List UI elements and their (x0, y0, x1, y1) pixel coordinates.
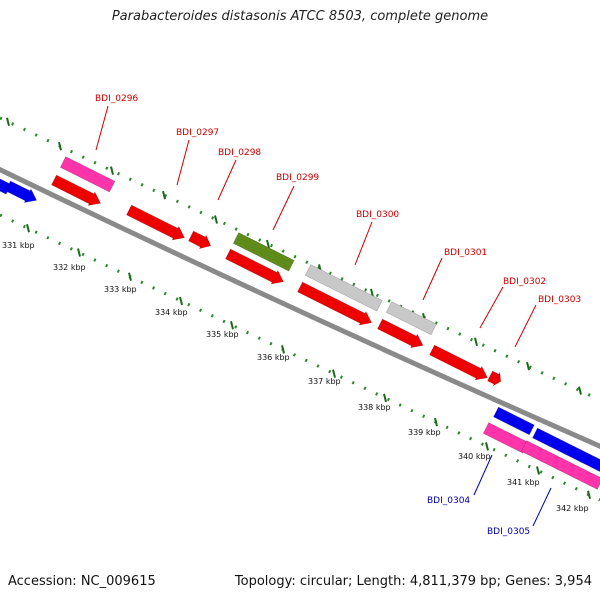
upper-major-tick (162, 190, 166, 200)
lower-major-tick (26, 224, 30, 233)
accession-label: Accession: NC_009615 (8, 574, 156, 589)
upper-major-tick (6, 117, 10, 127)
gene-blue-right-2 (532, 427, 600, 472)
kbp-label: 331 kbp (2, 241, 35, 250)
kbp-label: 334 kbp (155, 308, 188, 317)
gene-label-leader (95, 105, 109, 151)
gene-label-leader (422, 257, 443, 301)
lower-major-tick (77, 248, 81, 257)
lower-major-tick (485, 442, 489, 451)
gene-label: BDI_0298 (218, 148, 261, 158)
lower-major-tick (230, 320, 234, 330)
map-title: Parabacteroides distasonis ATCC 8503, co… (111, 9, 489, 24)
gene-bdi-0304-rrna (482, 422, 529, 454)
kbp-label: 339 kbp (408, 428, 441, 437)
gene-label-leader (532, 487, 552, 527)
gene-label: BDI_0296 (95, 94, 138, 104)
gene-red-2 (126, 204, 185, 241)
upper-major-tick (214, 215, 218, 224)
kbp-label: 342 kbp (556, 504, 589, 513)
kbp-label: 333 kbp (104, 285, 137, 294)
gene-red-4 (225, 248, 284, 285)
lower-major-tick (587, 490, 591, 500)
gene-label-leader (479, 286, 504, 329)
gene-label: BDI_0304 (427, 496, 470, 506)
gene-label: BDI_0301 (444, 248, 487, 258)
gene-red-6 (377, 318, 424, 349)
upper-major-tick (526, 361, 530, 371)
gene-label-leader (217, 159, 237, 201)
upper-major-tick (266, 239, 270, 249)
genome-summary: Topology: circular; Length: 4,811,379 bp… (234, 574, 592, 589)
upper-major-tick (110, 166, 114, 175)
lower-major-tick (383, 393, 387, 403)
kbp-label: 336 kbp (257, 353, 290, 362)
gene-red-3 (188, 230, 212, 250)
gene-blue-left-1 (0, 178, 12, 195)
lower-major-tick (281, 345, 285, 354)
lower-major-tick (179, 296, 183, 306)
gene-blue-right-1 (493, 406, 535, 436)
gene-bdi-0299-other (232, 232, 295, 272)
gene-label: BDI_0302 (503, 277, 546, 287)
upper-major-tick (58, 141, 62, 151)
upper-major-tick (474, 337, 478, 346)
gene-bdi-0305-rrna (520, 440, 600, 490)
gene-label: BDI_0297 (176, 128, 219, 138)
gene-red-7 (429, 344, 488, 381)
gene-label-leader (514, 304, 537, 348)
lower-major-tick (332, 369, 336, 378)
gene-label-leader (176, 139, 190, 186)
gene-label-leader (473, 454, 493, 496)
gene-bdi-0301-pseudo (385, 301, 437, 336)
kbp-label: 338 kbp (358, 403, 391, 412)
gene-label-leader (354, 221, 373, 266)
gene-label: BDI_0300 (356, 210, 399, 220)
gene-label: BDI_0303 (538, 295, 581, 305)
gene-red-8 (487, 370, 502, 387)
lower-major-tick (128, 272, 132, 281)
gene-label-leader (272, 185, 295, 231)
upper-major-tick (370, 288, 374, 298)
kbp-label: 340 kbp (458, 452, 491, 461)
lower-major-tick (536, 466, 540, 475)
gene-red-5 (297, 281, 372, 326)
kbp-label: 335 kbp (206, 330, 239, 339)
gene-bdi-0300-pseudo (304, 264, 383, 312)
kbp-label: 337 kbp (308, 377, 341, 386)
gene-label: BDI_0305 (487, 527, 530, 537)
kbp-label: 341 kbp (507, 478, 540, 487)
backbone-line (0, 166, 600, 449)
gene-red-1 (51, 174, 101, 206)
lower-tick-track (0, 213, 600, 502)
lower-major-tick (434, 417, 438, 427)
upper-major-tick (578, 386, 582, 395)
gene-bdi-0296-rrna (59, 156, 116, 193)
gene-label: BDI_0299 (276, 173, 319, 183)
kbp-label: 332 kbp (53, 263, 86, 272)
gene-blue-left-2 (5, 180, 38, 203)
